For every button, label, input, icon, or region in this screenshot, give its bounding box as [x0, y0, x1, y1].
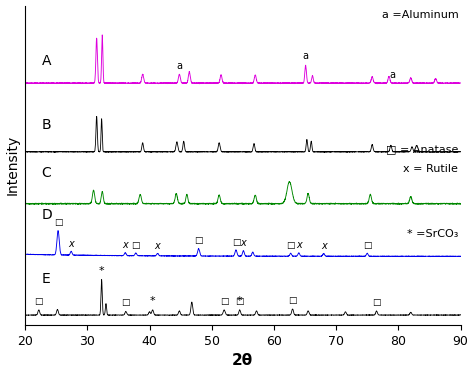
Text: □: □ [132, 241, 140, 250]
Text: x: x [122, 240, 128, 250]
Text: *: * [99, 266, 104, 276]
Text: A: A [42, 55, 51, 68]
Text: a: a [389, 70, 395, 80]
Text: C: C [42, 166, 51, 180]
Text: □: □ [35, 297, 43, 306]
Text: □: □ [372, 298, 381, 307]
Text: *: * [150, 296, 155, 306]
Text: □: □ [236, 297, 244, 306]
Text: □: □ [220, 297, 228, 306]
Text: x: x [241, 238, 246, 248]
Text: B: B [42, 119, 51, 132]
Text: □: □ [286, 241, 295, 250]
Text: x = Rutile: x = Rutile [403, 164, 458, 174]
Text: □ = Anatase: □ = Anatase [386, 145, 458, 154]
Text: □: □ [232, 237, 240, 246]
Text: D: D [42, 208, 53, 222]
Text: x: x [321, 241, 327, 251]
Text: □: □ [54, 218, 62, 227]
Y-axis label: Intensity: Intensity [6, 135, 19, 196]
Text: x: x [68, 239, 74, 249]
Text: □: □ [363, 241, 372, 250]
Text: E: E [42, 272, 50, 286]
Text: a: a [302, 51, 309, 61]
Text: □: □ [194, 236, 203, 245]
Text: a: a [176, 61, 182, 71]
Text: □: □ [122, 298, 130, 307]
Text: *: * [237, 296, 243, 306]
Text: □: □ [288, 296, 297, 305]
X-axis label: 2θ: 2θ [232, 353, 254, 368]
Text: x: x [296, 240, 301, 250]
Text: a =Aluminum: a =Aluminum [382, 10, 458, 20]
Text: x: x [155, 241, 161, 251]
Text: * =SrCO₃: * =SrCO₃ [407, 229, 458, 239]
